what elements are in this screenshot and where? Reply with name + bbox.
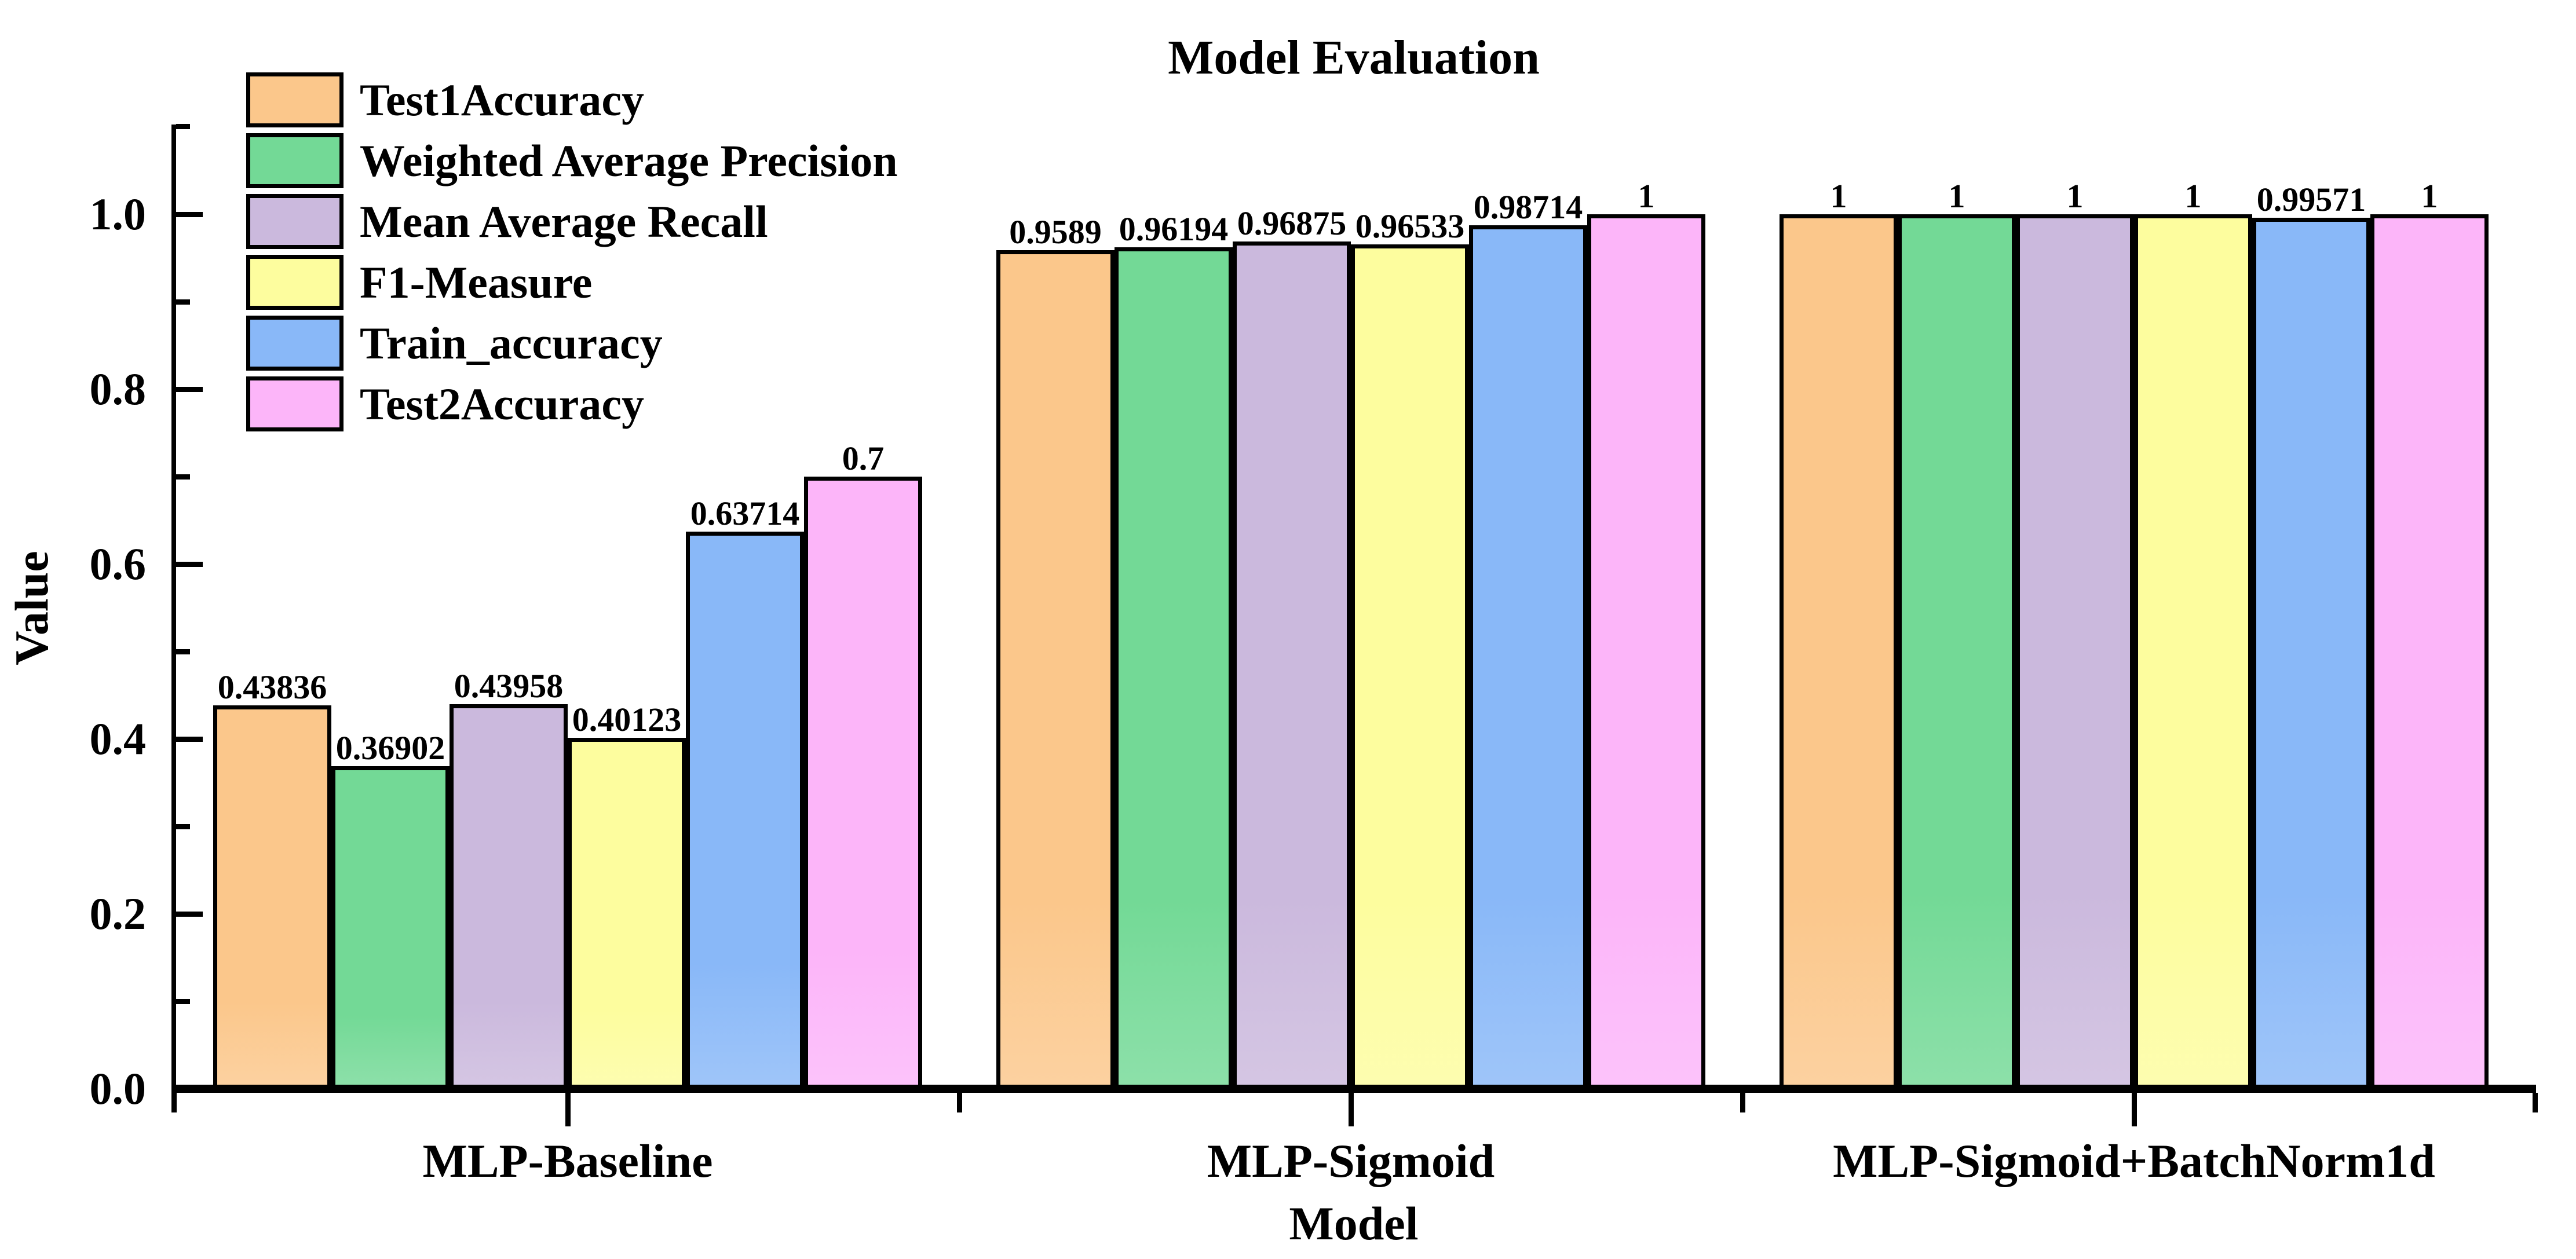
bar-value-label: 0.43958 bbox=[454, 667, 564, 705]
bar-value-label: 0.7 bbox=[842, 440, 885, 477]
x-category-label: MLP-Sigmoid+BatchNorm1d bbox=[1833, 1134, 2435, 1187]
legend-row: Weighted Average Precision bbox=[246, 133, 898, 188]
legend-swatch-icon bbox=[246, 133, 344, 188]
bar-train-accuracy bbox=[2252, 218, 2370, 1089]
y-tick-label: 0.6 bbox=[89, 539, 147, 589]
bar-f1-measure bbox=[568, 738, 686, 1089]
bar-value-label: 0.9589 bbox=[1009, 213, 1102, 251]
y-tick-label: 0.4 bbox=[89, 713, 147, 764]
bar-mean-average-recall bbox=[2016, 214, 2134, 1089]
y-minor-tick bbox=[176, 299, 190, 305]
legend-label: Test2Accuracy bbox=[360, 378, 645, 429]
bar-test2accuracy bbox=[1587, 214, 1705, 1089]
bar-train-accuracy bbox=[686, 532, 804, 1089]
y-major-tick bbox=[176, 737, 203, 742]
legend-swatch-icon bbox=[246, 255, 344, 310]
y-tick-label: 0.2 bbox=[89, 888, 147, 939]
y-major-tick bbox=[176, 912, 203, 917]
bar-test2accuracy bbox=[804, 477, 922, 1089]
legend-label: Test1Accuracy bbox=[360, 74, 645, 125]
bar-value-label: 1 bbox=[1948, 177, 1965, 215]
y-minor-tick bbox=[176, 999, 190, 1004]
bar-test1accuracy bbox=[213, 705, 331, 1089]
bar-weighted-average-precision bbox=[331, 766, 450, 1089]
y-minor-tick bbox=[176, 124, 190, 129]
legend-label: Weighted Average Precision bbox=[360, 135, 898, 186]
legend-swatch-icon bbox=[246, 376, 344, 431]
y-major-tick bbox=[176, 562, 203, 567]
bar-value-label: 0.36902 bbox=[335, 729, 445, 767]
bar-value-label: 1 bbox=[1638, 177, 1655, 215]
y-tick-label: 0.8 bbox=[89, 364, 147, 414]
y-minor-tick bbox=[176, 649, 190, 654]
legend-row: Test1Accuracy bbox=[246, 72, 898, 127]
bar-value-label: 0.96875 bbox=[1237, 204, 1347, 242]
legend-swatch-icon bbox=[246, 72, 344, 127]
chart-title: Model Evaluation bbox=[1168, 31, 1540, 85]
x-major-tick bbox=[1349, 1093, 1354, 1126]
y-tick-label: 1.0 bbox=[89, 189, 147, 239]
legend-row: F1-Measure bbox=[246, 255, 898, 310]
bar-value-label: 0.98714 bbox=[1473, 188, 1583, 226]
legend: Test1Accuracy Weighted Average Precision M… bbox=[246, 72, 898, 437]
bar-weighted-average-precision bbox=[1115, 247, 1233, 1089]
y-major-tick bbox=[176, 387, 203, 392]
bar-f1-measure bbox=[2134, 214, 2252, 1089]
bar-value-label: 0.43836 bbox=[217, 668, 327, 706]
bar-test1accuracy bbox=[1780, 214, 1898, 1089]
legend-row: Train_accuracy bbox=[246, 316, 898, 371]
bar-value-label: 1 bbox=[2421, 177, 2438, 215]
legend-label: Mean Average Recall bbox=[360, 196, 768, 247]
bar-value-label: 1 bbox=[1830, 177, 1847, 215]
x-minor-tick bbox=[1740, 1093, 1745, 1112]
x-category-label: MLP-Baseline bbox=[422, 1134, 713, 1187]
y-tick-label: 0.0 bbox=[89, 1063, 147, 1114]
y-axis-spine bbox=[171, 125, 176, 1093]
bar-value-label: 0.40123 bbox=[572, 701, 682, 738]
x-major-tick bbox=[2132, 1093, 2137, 1126]
x-axis-spine bbox=[171, 1085, 2536, 1093]
bar-weighted-average-precision bbox=[1898, 214, 2016, 1089]
x-axis-title: Model bbox=[1289, 1197, 1419, 1250]
bar-f1-measure bbox=[1351, 244, 1469, 1089]
bar-value-label: 0.63714 bbox=[690, 495, 800, 532]
x-major-tick bbox=[565, 1093, 571, 1126]
y-minor-tick bbox=[176, 824, 190, 829]
x-minor-tick bbox=[171, 1093, 177, 1112]
bar-test1accuracy bbox=[996, 250, 1115, 1089]
bar-train-accuracy bbox=[1469, 225, 1587, 1089]
x-minor-tick bbox=[2533, 1093, 2538, 1112]
bar-value-label: 0.96533 bbox=[1355, 207, 1465, 245]
y-minor-tick bbox=[176, 474, 190, 480]
bar-value-label: 0.96194 bbox=[1119, 210, 1229, 248]
x-minor-tick bbox=[957, 1093, 962, 1112]
bar-mean-average-recall bbox=[1233, 241, 1351, 1089]
bar-value-label: 1 bbox=[2066, 177, 2084, 215]
legend-row: Test2Accuracy bbox=[246, 376, 898, 431]
bar-value-label: 1 bbox=[2184, 177, 2202, 215]
legend-label: Train_accuracy bbox=[360, 317, 663, 368]
bar-value-label: 0.99571 bbox=[2256, 181, 2366, 218]
bar-mean-average-recall bbox=[450, 704, 568, 1089]
y-major-tick bbox=[176, 212, 203, 217]
legend-label: F1-Measure bbox=[360, 257, 593, 308]
x-category-label: MLP-Sigmoid bbox=[1207, 1134, 1495, 1187]
legend-row: Mean Average Recall bbox=[246, 194, 898, 249]
legend-swatch-icon bbox=[246, 194, 344, 249]
legend-swatch-icon bbox=[246, 316, 344, 371]
bar-test2accuracy bbox=[2370, 214, 2489, 1089]
